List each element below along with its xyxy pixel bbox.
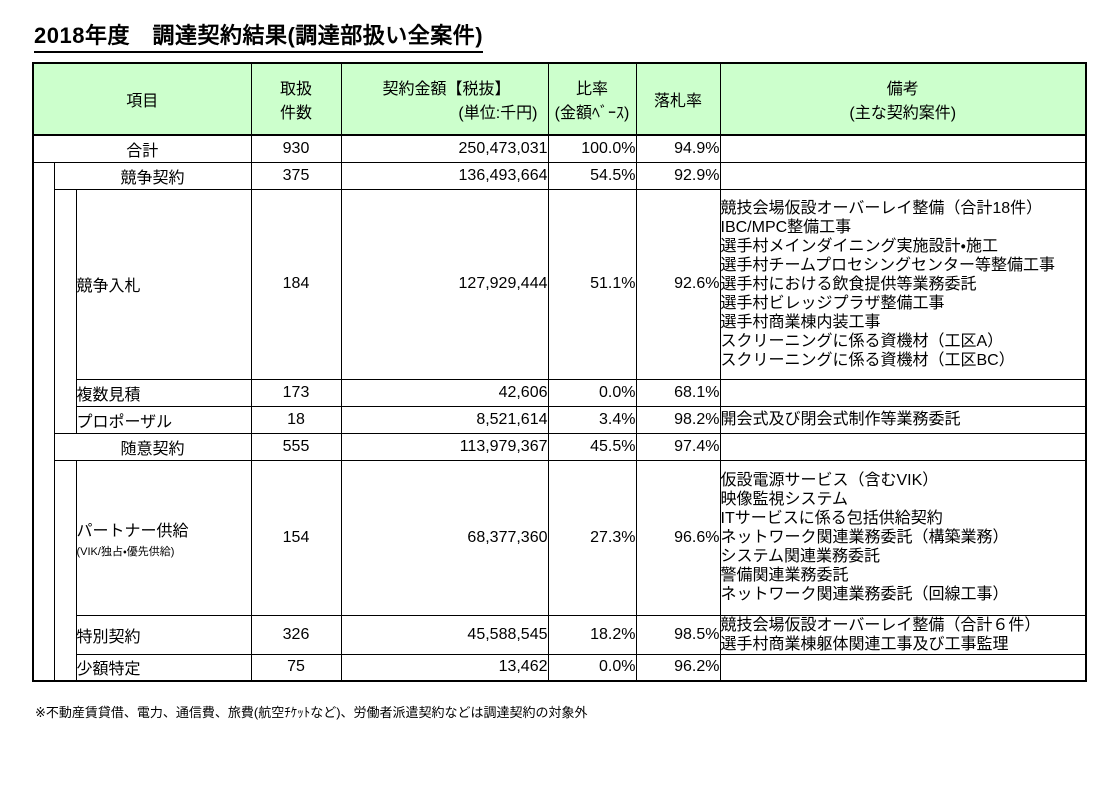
cell-partner-supply-rate: 96.6%	[635, 459, 721, 616]
cell-negotiated-contract-label: 随意契約	[53, 432, 252, 461]
header-item: 項目	[32, 62, 252, 136]
cell-proposal-rate: 98.2%	[635, 405, 721, 434]
cell-competitive-contract-rate: 92.9%	[635, 161, 721, 190]
cell-competitive-contract-count: 375	[250, 161, 342, 190]
partner-supply-label-main: パートナー供給	[76, 522, 189, 540]
cell-small-amount-label: 少額特定	[75, 653, 252, 682]
indent-strip-level1	[32, 161, 55, 682]
cell-proposal-remarks: 開会式及び閉会式制作等業務委託	[719, 405, 1087, 434]
cell-special-contract-count: 326	[250, 614, 342, 655]
cell-proposal-ratio: 3.4%	[547, 405, 637, 434]
header-amount-line1: 契約金額【税抜】	[382, 81, 511, 98]
cell-total-ratio: 100.0%	[547, 134, 637, 163]
partner-supply-label-sub: (VIK/独占・優先供給)	[76, 545, 175, 558]
cell-multiple-quotes-remarks	[719, 378, 1087, 407]
cell-negotiated-contract-rate: 97.4%	[635, 432, 721, 461]
cell-proposal-count: 18	[250, 405, 342, 434]
row-negotiated-contract: 随意契約 555 113,979,367 45.5% 97.4%	[33, 432, 1087, 461]
header-remarks-line1: 備考	[886, 81, 919, 98]
row-small-amount: 少額特定 75 13,462 0.0% 96.2%	[33, 653, 1087, 682]
cell-competitive-contract-ratio: 54.5%	[547, 161, 637, 190]
cell-negotiated-contract-amount: 113,979,367	[340, 432, 549, 461]
header-amount-line2: (単位:千円)	[458, 105, 538, 122]
header-rate: 落札率	[635, 62, 721, 136]
cell-competitive-bid-ratio: 51.1%	[547, 188, 637, 380]
row-multiple-quotes: 複数見積 173 42,606 0.0% 68.1%	[33, 378, 1087, 407]
cell-small-amount-ratio: 0.0%	[547, 653, 637, 682]
cell-competitive-bid-rate: 92.6%	[635, 188, 721, 380]
page-title: 2018年度 調達契約結果(調達部扱い全案件)	[34, 18, 484, 53]
header-ratio-line1: 比率	[575, 81, 608, 98]
header-remarks: 備考 (主な契約案件)	[719, 62, 1087, 136]
indent-strip-level2b	[53, 459, 77, 682]
cell-special-contract-amount: 45,588,545	[340, 614, 549, 655]
header-count-line2: 件数	[279, 105, 312, 122]
cell-competitive-contract-label: 競争契約	[53, 161, 252, 190]
cell-total-amount: 250,473,031	[340, 134, 549, 163]
cell-total-count: 930	[250, 134, 342, 163]
cell-competitive-bid-remarks: 競技会場仮設オーバーレイ整備（合計18件） IBC/MPC整備工事 選手村メイン…	[719, 188, 1087, 380]
cell-competitive-contract-amount: 136,493,664	[340, 161, 549, 190]
cell-special-contract-ratio: 18.2%	[547, 614, 637, 655]
cell-proposal-amount: 8,521,614	[340, 405, 549, 434]
cell-partner-supply-ratio: 27.3%	[547, 459, 637, 616]
cell-partner-supply-label: パートナー供給 (VIK/独占・優先供給)	[75, 459, 252, 616]
header-ratio-line2: (金額ﾍﾞｰｽ)	[554, 105, 630, 122]
header-count-line1: 取扱	[279, 81, 312, 98]
row-partner-supply: パートナー供給 (VIK/独占・優先供給) 154 68,377,360 27.…	[33, 459, 1087, 682]
cell-total-rate: 94.9%	[635, 134, 721, 163]
cell-special-contract-remarks: 競技会場仮設オーバーレイ整備（合計６件） 選手村商業棟躯体関連工事及び工事監理	[719, 614, 1087, 655]
cell-total-remarks	[719, 134, 1087, 163]
cell-partner-supply-count: 154	[250, 459, 342, 616]
row-competitive-bid: 競争入札 184 127,929,444 51.1% 92.6% 競技会場仮設オ…	[33, 188, 1087, 434]
cell-small-amount-count: 75	[250, 653, 342, 682]
cell-multiple-quotes-label: 複数見積	[75, 378, 252, 407]
cell-special-contract-label: 特別契約	[75, 614, 252, 655]
cell-multiple-quotes-count: 173	[250, 378, 342, 407]
cell-negotiated-contract-count: 555	[250, 432, 342, 461]
procurement-table: 項目 取扱 件数 契約金額【税抜】 (単位:千円) 比率 (金額ﾍﾞｰｽ) 落札…	[32, 62, 1087, 682]
cell-competitive-bid-count: 184	[250, 188, 342, 380]
cell-competitive-contract-remarks	[719, 161, 1087, 190]
cell-multiple-quotes-ratio: 0.0%	[547, 378, 637, 407]
cell-multiple-quotes-rate: 68.1%	[635, 378, 721, 407]
header-ratio: 比率 (金額ﾍﾞｰｽ)	[547, 62, 637, 136]
header-amount: 契約金額【税抜】 (単位:千円)	[340, 62, 549, 136]
cell-partner-supply-remarks: 仮設電源サービス（含むVIK） 映像監視システム ITサービスに係る包括供給契約…	[719, 459, 1087, 616]
cell-competitive-bid-amount: 127,929,444	[340, 188, 549, 380]
cell-special-contract-rate: 98.5%	[635, 614, 721, 655]
indent-strip-level2a	[53, 188, 77, 434]
cell-competitive-bid-label: 競争入札	[75, 188, 252, 380]
cell-multiple-quotes-amount: 42,606	[340, 378, 549, 407]
cell-total-label: 合計	[32, 134, 252, 163]
cell-negotiated-contract-remarks	[719, 432, 1087, 461]
row-special-contract: 特別契約 326 45,588,545 18.2% 98.5% 競技会場仮設オー…	[33, 614, 1087, 655]
header-remarks-line2: (主な契約案件)	[849, 105, 957, 122]
cell-small-amount-amount: 13,462	[340, 653, 549, 682]
row-competitive-contract: 競争契約 375 136,493,664 54.5% 92.9%	[32, 161, 1087, 682]
cell-small-amount-rate: 96.2%	[635, 653, 721, 682]
footnote: ※不動産賃貸借、電力、通信費、旅費(航空ﾁｹｯﾄなど)、労働者派遣契約などは調達…	[35, 705, 588, 720]
cell-negotiated-contract-ratio: 45.5%	[547, 432, 637, 461]
cell-proposal-label: プロポーザル	[75, 405, 252, 434]
row-proposal: プロポーザル 18 8,521,614 3.4% 98.2% 開会式及び閉会式制…	[33, 405, 1087, 434]
row-total: 合計 930 250,473,031 100.0% 94.9%	[32, 134, 1087, 163]
cell-partner-supply-amount: 68,377,360	[340, 459, 549, 616]
header-row: 項目 取扱 件数 契約金額【税抜】 (単位:千円) 比率 (金額ﾍﾞｰｽ) 落札…	[32, 62, 1087, 136]
cell-small-amount-remarks	[719, 653, 1087, 682]
header-count: 取扱 件数	[250, 62, 342, 136]
